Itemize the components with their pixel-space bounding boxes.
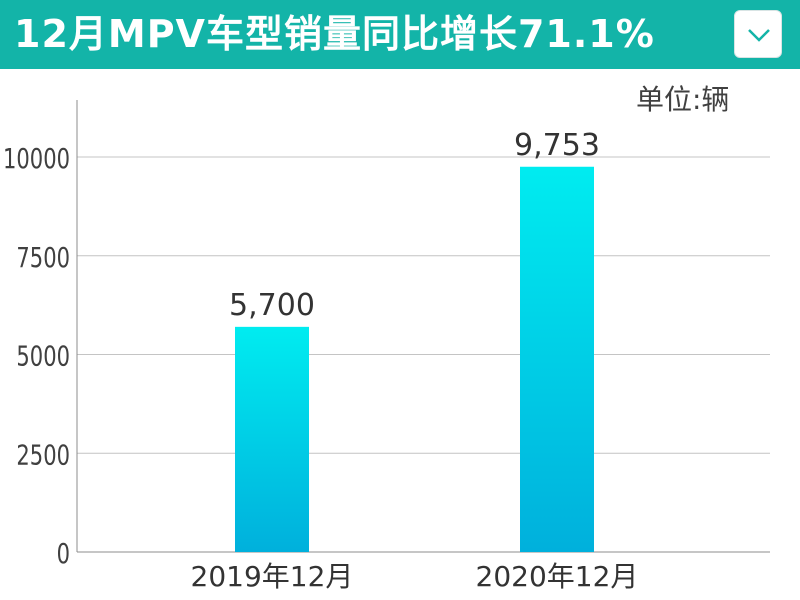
y-tick-label: 5000: [16, 340, 70, 373]
data-label: 5,700: [229, 288, 315, 323]
y-tick-label: 0: [57, 537, 70, 570]
bar: [235, 326, 309, 552]
expand-toggle-button[interactable]: [734, 10, 782, 58]
y-tick-label: 7500: [16, 241, 70, 274]
x-tick-label: 2020年12月: [476, 560, 639, 593]
title-banner: 12月MPV车型销量同比增长71.1%: [0, 0, 800, 69]
bar: [520, 166, 594, 552]
y-tick-label: 2500: [16, 438, 70, 471]
y-tick-label: 10000: [3, 142, 70, 175]
data-label: 9,753: [514, 128, 600, 163]
chart-title: 12月MPV车型销量同比增长71.1%: [14, 12, 655, 56]
chevron-down-icon: [748, 29, 770, 42]
x-tick-label: 2019年12月: [191, 560, 354, 593]
unit-label: 单位:辆: [636, 83, 730, 116]
